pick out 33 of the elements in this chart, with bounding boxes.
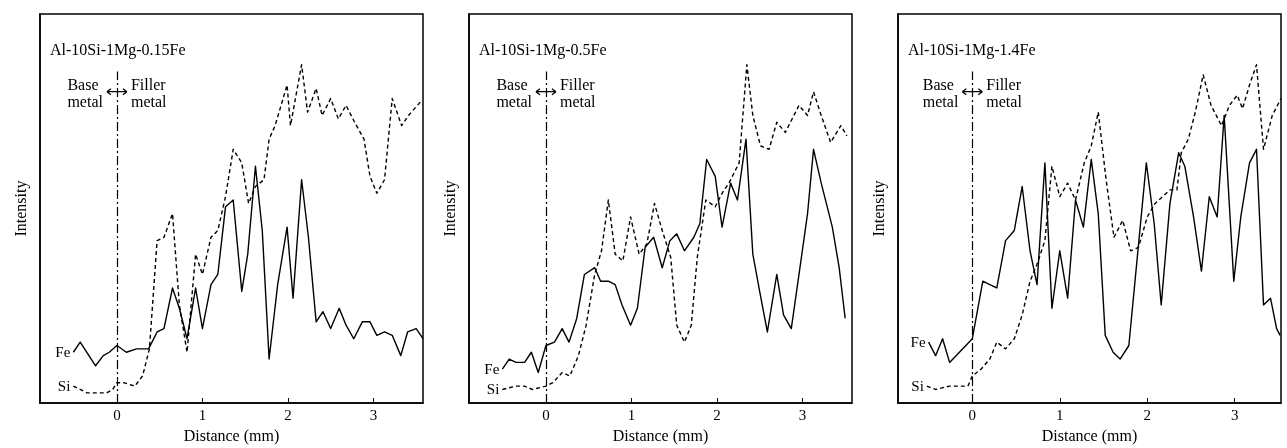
x-tick-label: 0: [542, 406, 550, 423]
x-tick-label: 2: [1143, 406, 1151, 423]
series-label: Fe: [484, 361, 500, 378]
x-tick-label: 1: [198, 406, 207, 423]
chart-title: Al-10Si-1Mg-0.5Fe: [479, 40, 607, 59]
x-axis-title: Distance (mm): [183, 426, 280, 445]
y-axis-title: Intensity: [440, 180, 459, 237]
x-tick-label: 2: [284, 406, 292, 423]
x-tick-label: 3: [798, 406, 807, 423]
chart-title: Al-10Si-1Mg-0.15Fe: [50, 40, 186, 59]
annotation: Filler metal: [986, 75, 1023, 110]
x-tick-label: 2: [713, 406, 721, 423]
x-tick-label: 3: [369, 406, 378, 423]
annotation: Filler metal: [130, 75, 168, 110]
x-tick-label: 1: [1056, 406, 1064, 423]
series-label: Si: [486, 381, 500, 398]
x-tick-label: 0: [968, 406, 977, 423]
annotation: Base metal: [496, 75, 533, 110]
chart-title: Al-10Si-1Mg-1.4Fe: [908, 40, 1036, 59]
x-tick-label: 0: [113, 406, 121, 423]
series-label: Si: [911, 378, 924, 395]
x-axis-title: Distance (mm): [1041, 426, 1138, 445]
annotation: Base metal: [67, 75, 104, 110]
x-axis-title: Distance (mm): [612, 426, 709, 445]
x-tick-label: 3: [1230, 406, 1239, 423]
series-label: Fe: [910, 334, 926, 351]
x-tick-label: 1: [627, 406, 636, 423]
y-axis-title: Intensity: [11, 180, 30, 237]
annotation: Base metal: [922, 75, 959, 110]
series-label: Fe: [55, 344, 71, 361]
y-axis-title: Intensity: [869, 180, 888, 237]
series-label: Si: [57, 378, 71, 395]
annotation: Filler metal: [559, 75, 597, 110]
